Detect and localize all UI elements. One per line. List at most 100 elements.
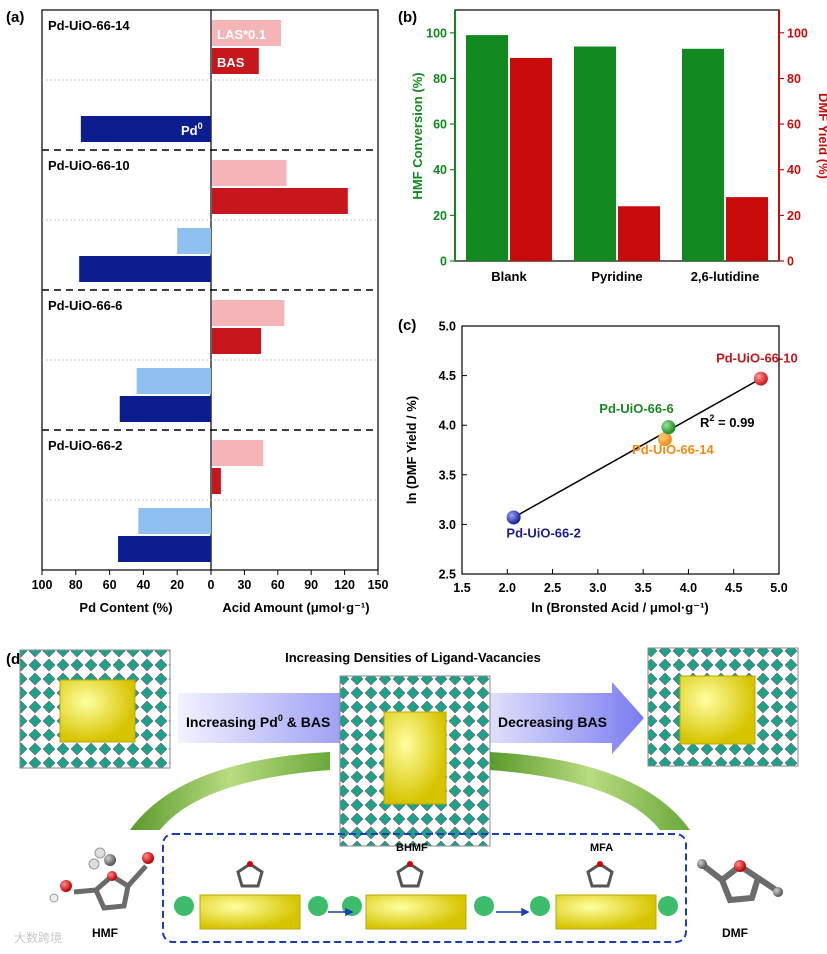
category-label: Pyridine [591, 269, 642, 284]
tick-label: 30 [237, 578, 251, 592]
group-label: Pd-UiO-66-14 [48, 18, 130, 33]
tick-label: 20 [170, 578, 184, 592]
arrow-right-label: Decreasing BAS [498, 714, 607, 730]
bar-las [212, 300, 285, 326]
bar-las [212, 160, 287, 186]
bar-pd2 [177, 228, 211, 254]
tick-label-y: 4.5 [439, 369, 456, 383]
group-label: Pd-UiO-66-6 [48, 298, 122, 313]
green-arc-left [130, 752, 330, 830]
tick-label-right: 40 [787, 163, 801, 177]
arrow-decreasing-bas: Decreasing BAS [462, 682, 644, 754]
tick-label-right: 100 [787, 26, 808, 40]
tick-label: 80 [69, 578, 83, 592]
panel-b-chart: Blank Pyridine 2,6-lutidine 0 0 20 20 40 40 60 60 8… [410, 9, 827, 284]
bar-pd0 [80, 116, 212, 142]
legend-pd0: Pd0 [181, 121, 203, 138]
bar-dmf-yield [726, 197, 768, 261]
tick-label-right: 0 [787, 255, 794, 269]
tick-label-x: 4.0 [680, 581, 697, 595]
legend-bas: BAS [217, 55, 245, 70]
tick-label-x: 3.5 [634, 581, 651, 595]
bar-hmf-conversion [682, 48, 724, 261]
tick-label: 60 [271, 578, 285, 592]
tick-label-y: 4.0 [439, 419, 456, 433]
tick-label-left: 0 [440, 255, 447, 269]
tick-label-x: 2.5 [544, 581, 561, 595]
data-point [661, 420, 676, 435]
mechanism-step-arrows [328, 907, 530, 917]
data-point [657, 432, 672, 447]
tick-label: 120 [334, 578, 355, 592]
bar-hmf-conversion [574, 46, 616, 261]
bar-pd0 [119, 396, 211, 422]
legend-las: LAS*0.1 [217, 27, 266, 42]
pd-slab-1 [199, 894, 301, 930]
bar-las [212, 440, 264, 466]
group-label: Pd-UiO-66-2 [48, 438, 122, 453]
panel-a-chart: Pd-UiO-66-14 LAS*0.1 BAS Pd2+ Pd0 Pd-UiO-66-1… [32, 9, 389, 615]
bar-pd2 [138, 508, 211, 534]
tick-label-right: 60 [787, 118, 801, 132]
category-label: 2,6-lutidine [691, 269, 760, 284]
legend-pd2: Pd2+ [174, 93, 201, 110]
tick-label-x: 1.5 [453, 581, 470, 595]
data-point [506, 510, 521, 525]
point-label: Pd-UiO-66-2 [506, 525, 580, 540]
tick-label-y: 2.5 [439, 568, 456, 582]
label-bhmf: BHMF [396, 842, 428, 854]
tick-label: 40 [136, 578, 150, 592]
axis-label-left: Pd Content (%) [79, 600, 172, 615]
fit-line [513, 377, 762, 519]
bar-bas [212, 468, 221, 494]
tick-label-y: 3.5 [439, 468, 456, 482]
dmf-molecule [697, 859, 783, 904]
bar-bas [212, 328, 261, 354]
group-label: Pd-UiO-66-10 [48, 158, 130, 173]
bar-hmf-conversion [466, 35, 508, 261]
tick-label: 100 [32, 578, 53, 592]
panel-c-chart: 1.5 2.0 2.5 3.0 3.5 4.0 4.5 5.0 2.5 3.0 3.5 4.0 4.5 5… [404, 320, 798, 616]
label-mfa: MFA [590, 842, 613, 854]
mechanism-box [162, 833, 687, 943]
axis-label-y: ln (DMF Yield / %) [404, 396, 419, 504]
tick-label-x: 3.0 [589, 581, 606, 595]
axis-label-right: Acid Amount (μmol·g⁻¹) [222, 600, 369, 615]
mof-cube-right [647, 647, 799, 767]
tick-label-right: 20 [787, 209, 801, 223]
pd-slab-3 [555, 894, 657, 930]
tick-label-left: 20 [433, 209, 447, 223]
bar-pd0 [118, 536, 211, 562]
tick-label: 60 [103, 578, 117, 592]
label-dmf: DMF [722, 926, 748, 940]
bar-las [212, 20, 282, 46]
panel-label-a: (a) [6, 9, 24, 26]
tick-label-left: 80 [433, 72, 447, 86]
point-label: Pd-UiO-66-6 [599, 401, 673, 416]
panel-d-scheme: Increasing Densities of Ligand-Vacancies… [14, 647, 799, 945]
tick-label-y: 3.0 [439, 518, 456, 532]
tick-label-y: 5.0 [439, 320, 456, 334]
tick-label: 150 [368, 578, 389, 592]
axis-label-x: ln (Bronsted Acid / μmol·g⁻¹) [531, 600, 709, 615]
tick-label-right: 80 [787, 72, 801, 86]
bar-bas [212, 48, 259, 74]
mof-cube-left [19, 649, 171, 769]
tick-label-left: 60 [433, 118, 447, 132]
category-label: Blank [491, 269, 527, 284]
bar-bas [212, 188, 348, 214]
tick-label-left: 40 [433, 163, 447, 177]
tick-label: 90 [304, 578, 318, 592]
bar-pd0 [79, 256, 212, 282]
tick-label-left: 100 [426, 26, 447, 40]
axis-label-left: HMF Conversion (%) [410, 72, 425, 199]
point-label: Pd-UiO-66-10 [716, 351, 798, 366]
pd-slab-2 [365, 894, 467, 930]
green-arc-right [490, 752, 690, 830]
mof-cube-center [339, 675, 491, 847]
tick-label-x: 4.5 [725, 581, 742, 595]
r-squared-annotation: R2 = 0.99 [700, 413, 755, 430]
panel-label-b: (b) [398, 9, 417, 26]
tick-label-x: 2.0 [499, 581, 516, 595]
